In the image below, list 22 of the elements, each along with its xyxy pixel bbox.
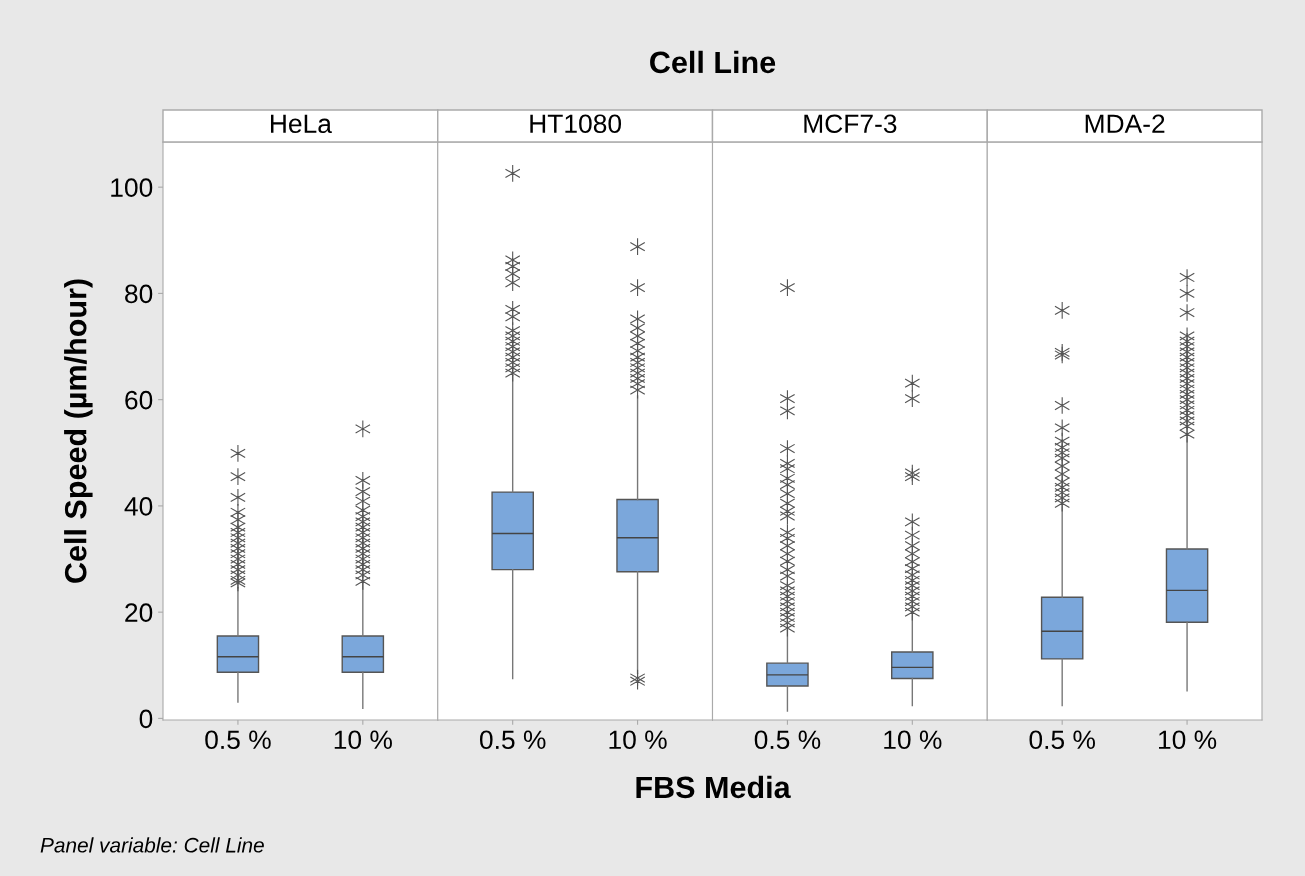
chart-title: MDA-2 [1085,114,1165,133]
x-tick-label: 0.5 % [754,730,821,750]
y-tick-label: 0 [139,709,153,729]
y-tick-label: 20 [125,603,153,622]
text: Cell Line [650,50,776,74]
chart-title: HT1080 [530,114,622,134]
y-tick-label: 80 [125,284,153,304]
x-tick-label: 0.5 % [205,730,271,750]
chart-title: MCF7-3 [804,114,897,134]
x-tick-label: 0.5 % [1029,730,1095,750]
y-axis-title: Cell Speed (µm/hour) [64,279,93,583]
chart-title: HeLa [271,114,332,134]
text: Panel variable: Cell Line [40,837,264,853]
x-tick-label: 10 % [884,730,942,750]
y-tick-label: 40 [124,497,153,516]
x-tick-label: 10 % [334,730,392,750]
y-tick-label: 60 [125,390,153,410]
y-tick-label: 100 [111,178,153,197]
x-tick-label: 10 % [609,730,667,750]
text: FBS Media [636,775,791,799]
x-tick-label: 10 % [1159,730,1217,750]
x-tick-label: 0.5 % [479,730,546,750]
